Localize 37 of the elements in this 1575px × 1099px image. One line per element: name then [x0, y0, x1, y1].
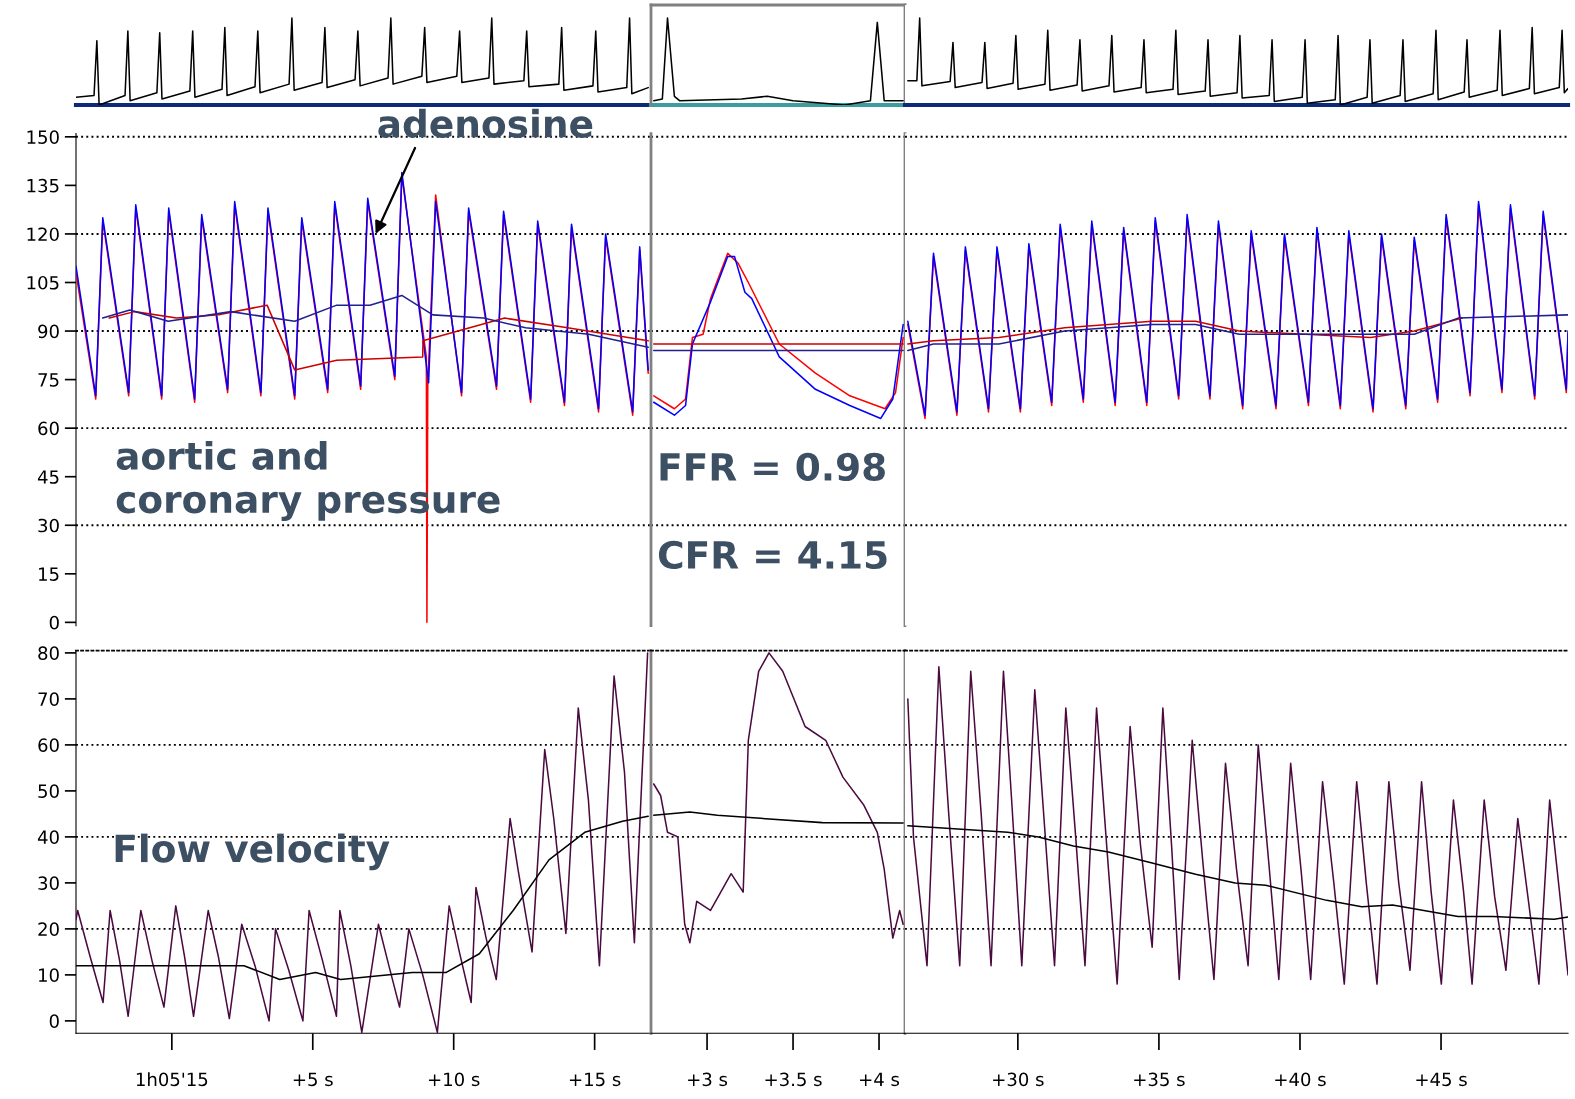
y-tick-label: 30 — [38, 876, 59, 890]
y-tick-label: 10 — [39, 968, 59, 982]
y-tick-label: 20 — [38, 922, 59, 936]
annotation: Flow velocity — [115, 833, 390, 871]
y-tick-label: 80 — [38, 646, 59, 661]
y-tick-label: 40 — [37, 830, 59, 845]
x-tick-label: +3.5 s — [765, 1072, 822, 1087]
y-tick-label: 15 — [39, 567, 59, 581]
y-tick-label: 120 — [27, 227, 59, 242]
y-tick-label: 105 — [27, 275, 59, 290]
y-tick-label: 50 — [38, 784, 59, 799]
annotation: CFR = 4.15 — [658, 540, 887, 570]
x-tick-label: +35 s — [1134, 1072, 1185, 1087]
x-tick-label: +10 s — [428, 1072, 480, 1087]
y-tick-label: 90 — [38, 324, 59, 339]
x-tick-label: +5 s — [293, 1072, 333, 1087]
x-tick-label: 1h05'15 — [136, 1072, 208, 1087]
y-tick-label: 0 — [49, 615, 59, 630]
y-tick-label: 70 — [38, 692, 59, 707]
x-tick-label: +3 s — [688, 1072, 728, 1087]
x-tick-label: +45 s — [1416, 1072, 1467, 1087]
x-tick-label: +15 s — [569, 1072, 621, 1087]
y-tick-label: 30 — [38, 518, 59, 533]
y-tick-label: 60 — [38, 421, 59, 436]
y-tick-label: 0 — [49, 1014, 59, 1028]
y-tick-label: 150 — [27, 130, 59, 144]
x-tick-label: +40 s — [1275, 1072, 1326, 1087]
line-series — [102, 294, 649, 348]
y-tick-label: 135 — [27, 178, 59, 193]
y-tick-label: 75 — [38, 373, 59, 387]
y-tick-label: 60 — [38, 738, 59, 753]
annotation: adenosine — [378, 108, 593, 138]
x-tick-label: +30 s — [993, 1072, 1044, 1087]
line-series — [108, 304, 649, 371]
annotation: FFR = 0.98 — [660, 452, 885, 482]
y-tick-label: 45 — [37, 470, 59, 484]
x-tick-label: +4 s — [860, 1072, 900, 1087]
